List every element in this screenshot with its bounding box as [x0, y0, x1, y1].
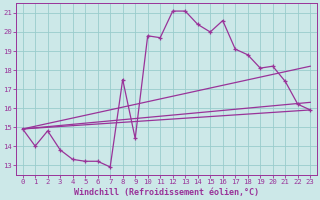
X-axis label: Windchill (Refroidissement éolien,°C): Windchill (Refroidissement éolien,°C) [74, 188, 259, 197]
